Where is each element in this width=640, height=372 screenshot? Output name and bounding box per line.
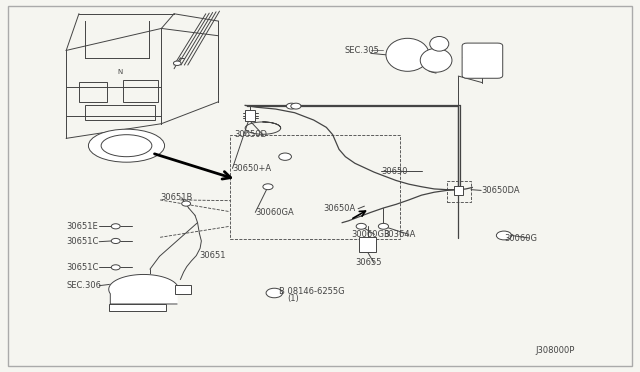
Text: 30060GB: 30060GB	[352, 230, 390, 239]
Text: B 08146-6255G: B 08146-6255G	[279, 287, 344, 296]
Text: 30650DA: 30650DA	[481, 186, 520, 195]
Bar	[85, 105, 155, 120]
Bar	[245, 110, 255, 121]
Circle shape	[291, 103, 301, 109]
Text: SEC.305: SEC.305	[344, 46, 379, 55]
Circle shape	[279, 153, 291, 160]
Text: SEC.306: SEC.306	[66, 281, 101, 290]
Bar	[230, 135, 400, 239]
Text: (1): (1)	[287, 294, 299, 303]
Text: 30651C: 30651C	[66, 263, 99, 272]
Polygon shape	[109, 275, 179, 304]
Text: N: N	[118, 70, 123, 76]
Bar	[124, 80, 158, 102]
Text: 30651E: 30651E	[66, 222, 98, 231]
Bar	[358, 237, 376, 252]
Text: B: B	[271, 289, 277, 298]
Circle shape	[111, 238, 120, 244]
Bar	[109, 304, 166, 311]
Text: 30650+A: 30650+A	[232, 164, 271, 173]
Circle shape	[111, 265, 120, 270]
FancyBboxPatch shape	[462, 43, 502, 78]
Text: 30651B: 30651B	[160, 193, 193, 202]
Circle shape	[263, 184, 273, 190]
Text: 30364A: 30364A	[383, 230, 416, 239]
Bar	[79, 81, 108, 102]
Bar	[454, 186, 463, 195]
Text: J308000P: J308000P	[536, 346, 575, 355]
Ellipse shape	[420, 48, 452, 72]
Ellipse shape	[386, 38, 429, 71]
Circle shape	[378, 223, 388, 229]
Bar	[175, 285, 191, 294]
Text: 30655: 30655	[355, 259, 381, 267]
Ellipse shape	[101, 135, 152, 157]
Circle shape	[497, 231, 511, 240]
Text: 30651C: 30651C	[66, 237, 99, 246]
Circle shape	[173, 61, 181, 65]
Text: 30650A: 30650A	[323, 204, 355, 213]
Text: 30650: 30650	[381, 167, 408, 176]
Circle shape	[111, 224, 120, 229]
Circle shape	[266, 288, 283, 298]
Text: 30651: 30651	[200, 251, 226, 260]
Ellipse shape	[88, 129, 164, 162]
Bar	[447, 180, 471, 202]
Text: 30060G: 30060G	[504, 234, 537, 243]
Text: 30650D: 30650D	[234, 130, 268, 139]
Ellipse shape	[429, 36, 449, 51]
Circle shape	[356, 223, 366, 229]
Text: 30060GA: 30060GA	[255, 208, 294, 217]
Circle shape	[182, 201, 191, 206]
Circle shape	[286, 103, 296, 109]
